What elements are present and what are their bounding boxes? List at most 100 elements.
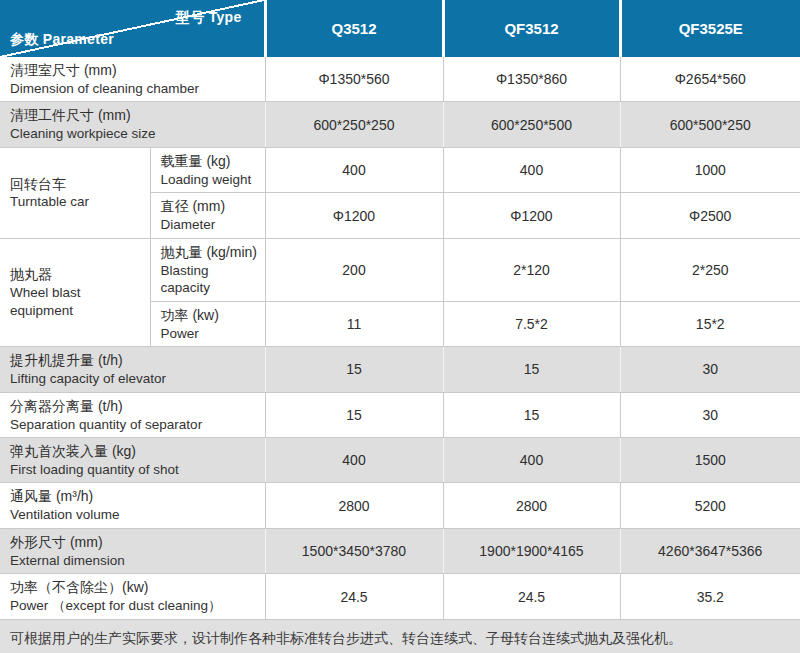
value-cell: 600*500*250 xyxy=(620,102,800,147)
sub-param-label-en: Power xyxy=(161,325,259,343)
table-row: 回转台车 Turntable car 载重量 (kg) Loading weig… xyxy=(0,147,800,192)
group-label-en: Turntable car xyxy=(10,193,144,211)
value-cell: 24.5 xyxy=(443,574,620,619)
param-cell: 清理工件尺寸 (mm) Cleaning workpiece size xyxy=(0,102,265,147)
sub-param-label-zh: 直径 (mm) xyxy=(161,197,259,216)
sub-param-cell: 载重量 (kg) Loading weight xyxy=(150,147,265,192)
value-cell: 200 xyxy=(265,238,443,301)
param-cell: 提升机提升量 (t/h) Lifting capacity of elevato… xyxy=(0,347,265,392)
sub-param-label-zh: 抛丸量 (kg/min) xyxy=(161,243,259,262)
value-cell: 600*250*500 xyxy=(443,102,620,147)
value-cell: 1500*3450*3780 xyxy=(265,528,443,573)
param-cell: 外形尺寸 (mm) External dimension xyxy=(0,528,265,573)
spec-table: 型号 Type 参数 Parameter Q3512 QF3512 QF3525… xyxy=(0,0,800,620)
table-row: 功率（不含除尘）(kw) Power （except for dust clea… xyxy=(0,574,800,619)
sub-param-cell: 抛丸量 (kg/min) Blasting capacity xyxy=(150,238,265,301)
footer-note-zh: 可根据用户的生产实际要求，设计制作各种非标准转台步进式、转台连续式、子母转台连续… xyxy=(10,629,790,648)
table-row: 抛丸器 Wheel blast equipment 抛丸量 (kg/min) B… xyxy=(0,238,800,301)
sub-param-cell: 直径 (mm) Diameter xyxy=(150,193,265,238)
type-header-label: 型号 Type xyxy=(176,9,242,27)
table-row: 外形尺寸 (mm) External dimension 1500*3450*3… xyxy=(0,528,800,573)
value-cell: 5200 xyxy=(620,483,800,528)
param-cell: 通风量 (m³/h) Ventilation volume xyxy=(0,483,265,528)
value-cell: 15 xyxy=(443,347,620,392)
param-cell: 弹丸首次装入量 (kg) First loading quantity of s… xyxy=(0,438,265,483)
param-label-en: Ventilation volume xyxy=(10,506,259,524)
value-cell: Φ1200 xyxy=(265,193,443,238)
param-cell: 清理室尺寸 (mm) Dimension of cleaning chamber xyxy=(0,57,265,102)
value-cell: Φ1350*560 xyxy=(265,57,443,102)
footer-note: 可根据用户的生产实际要求，设计制作各种非标准转台步进式、转台连续式、子母转台连续… xyxy=(0,620,800,653)
value-cell: Φ1200 xyxy=(443,193,620,238)
value-cell: 11 xyxy=(265,301,443,346)
value-cell: 1000 xyxy=(620,147,800,192)
param-label-zh: 清理室尺寸 (mm) xyxy=(10,61,259,80)
footer-note-en-line1: We can design and manufacture all kinds … xyxy=(10,649,790,653)
value-cell: 400 xyxy=(265,438,443,483)
table-header: 型号 Type 参数 Parameter Q3512 QF3512 QF3525… xyxy=(0,0,800,57)
group-cell-turntable-car: 回转台车 Turntable car xyxy=(0,147,150,238)
group-label-zh: 回转台车 xyxy=(10,175,144,194)
param-cell: 功率（不含除尘）(kw) Power （except for dust clea… xyxy=(0,574,265,619)
table-row: 分离器分离量 (t/h) Separation quantity of sepa… xyxy=(0,392,800,437)
value-cell: 2800 xyxy=(443,483,620,528)
value-cell: 1900*1900*4165 xyxy=(443,528,620,573)
value-cell: 2*250 xyxy=(620,238,800,301)
table-row: 弹丸首次装入量 (kg) First loading quantity of s… xyxy=(0,438,800,483)
value-cell: 35.2 xyxy=(620,574,800,619)
parameter-header-label: 参数 Parameter xyxy=(10,31,114,49)
param-label-en: Power （except for dust cleaning） xyxy=(10,597,259,615)
value-cell: 15*2 xyxy=(620,301,800,346)
sub-param-label-en: Blasting capacity xyxy=(161,262,259,297)
table-row: 提升机提升量 (t/h) Lifting capacity of elevato… xyxy=(0,347,800,392)
value-cell: Φ1350*860 xyxy=(443,57,620,102)
value-cell: 1500 xyxy=(620,438,800,483)
table-row: 清理室尺寸 (mm) Dimension of cleaning chamber… xyxy=(0,57,800,102)
sub-param-label-zh: 功率 (kw) xyxy=(161,306,259,325)
param-label-zh: 分离器分离量 (t/h) xyxy=(10,397,259,416)
group-label-zh: 抛丸器 xyxy=(10,265,144,284)
value-cell: Φ2654*560 xyxy=(620,57,800,102)
value-cell: Φ2500 xyxy=(620,193,800,238)
value-cell: 400 xyxy=(443,147,620,192)
param-label-en: Lifting capacity of elevator xyxy=(10,370,259,388)
diagonal-header-cell: 型号 Type 参数 Parameter xyxy=(0,0,265,57)
param-label-en: Cleaning workpiece size xyxy=(10,125,259,143)
value-cell: 30 xyxy=(620,392,800,437)
table-row: 通风量 (m³/h) Ventilation volume 2800 2800 … xyxy=(0,483,800,528)
value-cell: 400 xyxy=(443,438,620,483)
param-label-en: First loading quantity of shot xyxy=(10,461,259,479)
value-cell: 30 xyxy=(620,347,800,392)
param-label-en: Dimension of cleaning chamber xyxy=(10,80,259,98)
param-label-zh: 通风量 (m³/h) xyxy=(10,487,259,506)
value-cell: 15 xyxy=(265,347,443,392)
param-label-zh: 功率（不含除尘）(kw) xyxy=(10,578,259,597)
sub-param-label-en: Loading weight xyxy=(161,171,259,189)
param-label-en: External dimension xyxy=(10,552,259,570)
param-cell: 分离器分离量 (t/h) Separation quantity of sepa… xyxy=(0,392,265,437)
sub-param-cell: 功率 (kw) Power xyxy=(150,301,265,346)
value-cell: 24.5 xyxy=(265,574,443,619)
value-cell: 15 xyxy=(265,392,443,437)
param-label-zh: 清理工件尺寸 (mm) xyxy=(10,106,259,125)
spec-sheet: 型号 Type 参数 Parameter Q3512 QF3512 QF3525… xyxy=(0,0,800,653)
group-label-en: Wheel blast equipment xyxy=(10,284,144,319)
value-cell: 600*250*250 xyxy=(265,102,443,147)
model-header-qf3512: QF3512 xyxy=(443,0,620,57)
value-cell: 15 xyxy=(443,392,620,437)
param-label-zh: 弹丸首次装入量 (kg) xyxy=(10,442,259,461)
value-cell: 4260*3647*5366 xyxy=(620,528,800,573)
model-header-qf3525e: QF3525E xyxy=(620,0,800,57)
group-cell-wheel-blast: 抛丸器 Wheel blast equipment xyxy=(0,238,150,346)
value-cell: 2800 xyxy=(265,483,443,528)
sub-param-label-zh: 载重量 (kg) xyxy=(161,152,259,171)
value-cell: 2*120 xyxy=(443,238,620,301)
param-label-en: Separation quantity of separator xyxy=(10,416,259,434)
param-label-zh: 提升机提升量 (t/h) xyxy=(10,351,259,370)
sub-param-label-en: Diameter xyxy=(161,216,259,234)
param-label-zh: 外形尺寸 (mm) xyxy=(10,533,259,552)
model-header-q3512: Q3512 xyxy=(265,0,443,57)
value-cell: 400 xyxy=(265,147,443,192)
table-row: 清理工件尺寸 (mm) Cleaning workpiece size 600*… xyxy=(0,102,800,147)
value-cell: 7.5*2 xyxy=(443,301,620,346)
